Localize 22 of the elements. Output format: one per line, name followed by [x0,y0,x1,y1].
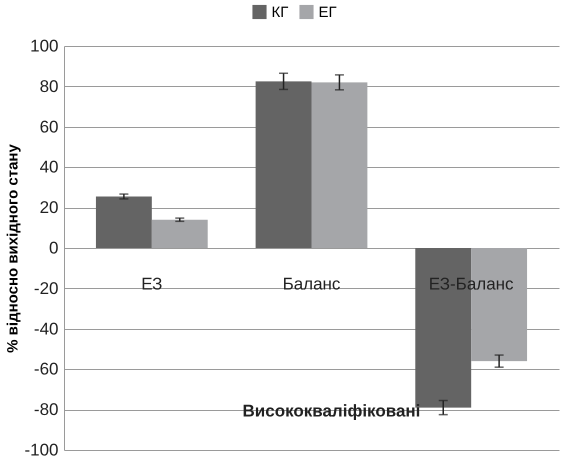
y-tick-label: -100 [24,440,58,460]
y-tick-label: -40 [34,319,58,338]
y-tick-label: -20 [34,278,58,298]
y-tick-label: 0 [49,238,58,258]
bar [152,220,208,248]
x-tick-label: Баланс [282,274,341,294]
legend-label: ЕГ [318,4,337,21]
y-tick-label: 20 [40,198,58,218]
bar [256,81,312,248]
bar [312,82,368,248]
x-tick-label: ЕЗ [141,274,162,294]
legend-label: КГ [272,4,288,21]
y-tick-label: 80 [40,76,58,96]
bar [96,196,152,248]
y-tick-label: 40 [40,158,58,177]
annotation: Висококваліфіковані [242,402,420,421]
y-tick-label: 60 [40,117,58,136]
y-tick-label: -60 [34,360,58,379]
y-tick-label: -80 [34,400,58,420]
y-axis-title: % відносно вихідного стану [4,144,22,353]
x-tick-label: ЕЗ-Баланс [428,274,514,294]
y-tick-label: 100 [30,36,58,56]
